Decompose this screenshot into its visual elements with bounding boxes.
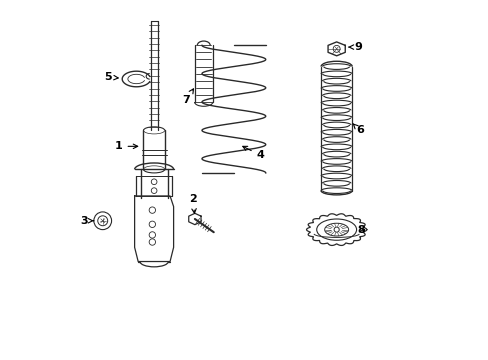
Text: 5: 5 xyxy=(104,72,118,82)
Text: 3: 3 xyxy=(81,216,94,226)
Text: 9: 9 xyxy=(347,42,361,52)
Text: 2: 2 xyxy=(189,194,197,213)
Text: 4: 4 xyxy=(242,147,264,160)
Text: 1: 1 xyxy=(115,141,138,151)
Text: 8: 8 xyxy=(357,225,365,235)
Text: 6: 6 xyxy=(352,123,363,135)
Text: 7: 7 xyxy=(182,89,193,105)
